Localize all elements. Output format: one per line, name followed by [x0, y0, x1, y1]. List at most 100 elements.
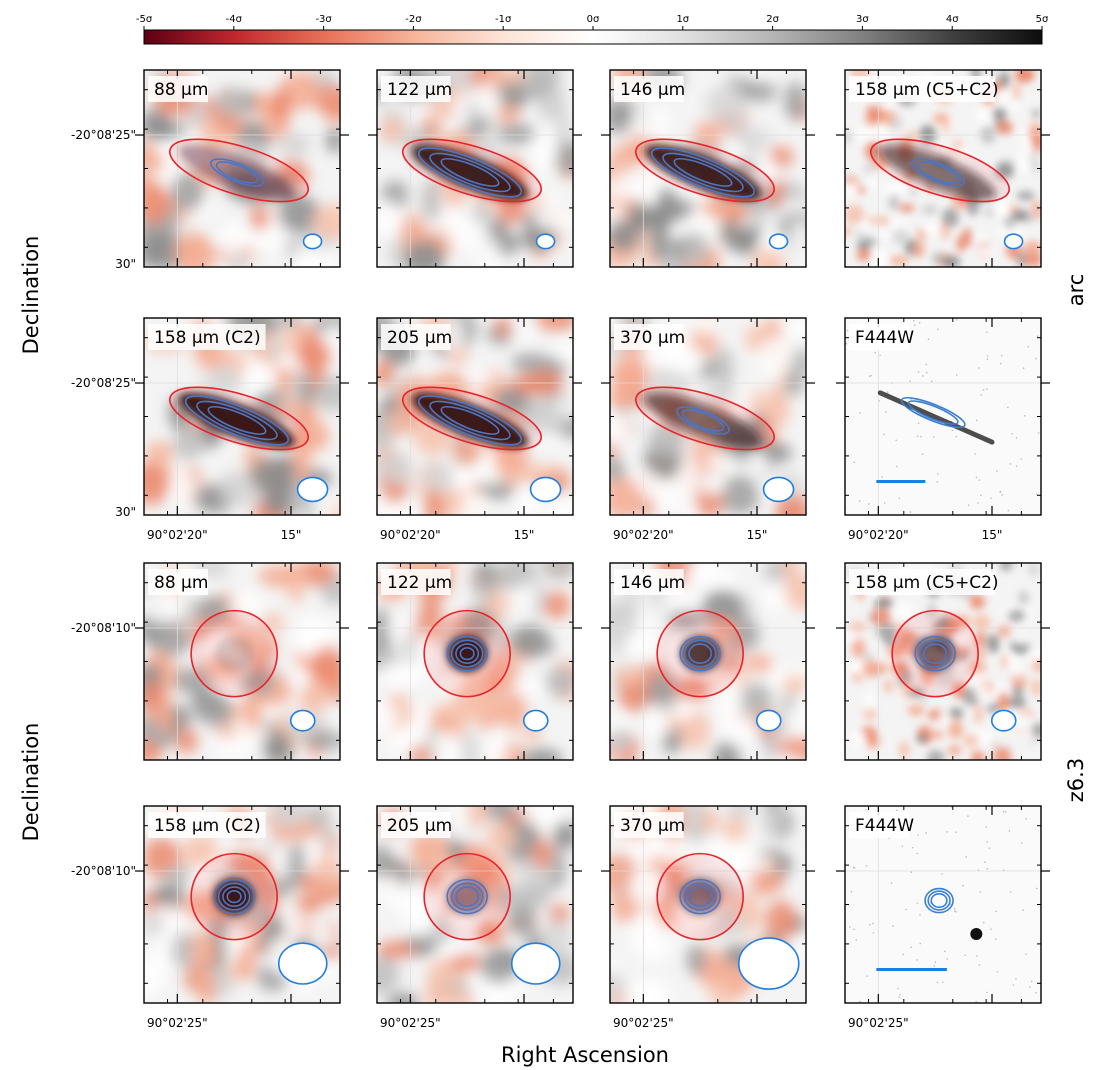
colorbar-tick-label: -5σ — [136, 14, 153, 25]
dec-tick-label: 30" — [115, 505, 136, 519]
aperture-ellipse — [168, 138, 310, 203]
dec-tick-label: -20°08'25" — [71, 128, 136, 142]
aperture-ellipse — [869, 138, 1011, 203]
beam-ellipse — [289, 709, 316, 732]
dec-tick-label: -20°08'10" — [71, 621, 136, 635]
dec-tick-label: 30" — [115, 257, 136, 271]
beam-ellipse — [522, 709, 549, 732]
panel-arc-0-1: 122 μm — [368, 69, 582, 268]
panel-label-bg — [381, 569, 451, 595]
panel-label-bg — [381, 812, 451, 838]
panel-label-bg — [381, 76, 451, 102]
contour-lines — [210, 158, 264, 187]
panel-label-bg — [849, 812, 909, 838]
row-group-label-arc: arc — [1064, 274, 1088, 307]
contour-lines — [679, 635, 721, 672]
panel-label-bg — [148, 324, 266, 350]
beam-ellipse — [296, 476, 329, 503]
emission-blob — [680, 635, 721, 672]
emission-blob — [680, 878, 721, 915]
emission-blob — [214, 878, 255, 915]
beam-ellipse — [510, 942, 561, 985]
ra-tick-label: 90°02'25" — [147, 1016, 208, 1030]
colorbar: -5σ -4σ -3σ -2σ -1σ 0σ 1σ 2σ 3σ 4σ 5σ — [136, 14, 1049, 45]
panel-z63-1-3: F444W — [836, 805, 1050, 1004]
emission-blob — [915, 635, 956, 672]
noise-field — [144, 70, 340, 267]
colorbar-tick-label: 2σ — [766, 14, 779, 25]
panel-arc-1-2: 370 μm — [601, 317, 815, 516]
aperture-circle — [190, 609, 278, 698]
dec-tick-label: -20°08'25" — [71, 376, 136, 390]
axis-ticks — [368, 70, 582, 267]
x-axis-title: Right Ascension — [501, 1043, 669, 1067]
panel-label: 205 μm — [387, 328, 452, 348]
panel-label: 158 μm (C5+C2) — [855, 80, 999, 100]
ra-tick-label: 90°02'20" — [848, 528, 909, 542]
axis-ticks — [836, 70, 1050, 267]
colorbar-tick-label: 0σ — [587, 14, 600, 25]
arc-streak — [877, 390, 995, 445]
panel-label-bg — [849, 324, 909, 350]
colorbar-tick-label: 5σ — [1036, 14, 1049, 25]
axis-ticks — [135, 563, 349, 760]
beam-ellipse — [990, 709, 1017, 732]
axis-ticks — [368, 806, 582, 1003]
y-axis-title-top: Declination — [19, 236, 43, 355]
panel-grid: 88 μm 122 μm 146 μm 158 μm (C5+C2) 158 μm (C… — [71, 69, 1050, 1030]
aperture-circle — [423, 609, 511, 698]
panel-label: 122 μm — [387, 80, 452, 100]
panel-label-bg — [614, 76, 684, 102]
colorbar-tick-label: 1σ — [676, 14, 689, 25]
axis-ticks — [601, 806, 815, 1003]
axis-ticks — [135, 318, 349, 515]
beam-ellipse — [762, 476, 795, 503]
panel-z63-0-1: 122 μm — [368, 562, 582, 761]
panel-label: F444W — [855, 816, 914, 836]
row-group-label-z63: z6.3 — [1064, 758, 1088, 802]
beam-ellipse — [768, 233, 789, 250]
emission-blob — [645, 392, 761, 448]
emission-blob — [179, 144, 295, 200]
panel-arc-1-3: F444W — [836, 317, 1050, 516]
panel-arc-0-3: 158 μm (C5+C2) — [836, 69, 1050, 268]
panel-label: 158 μm (C2) — [154, 816, 261, 836]
axis-ticks — [836, 318, 1050, 515]
emission-blob — [412, 144, 528, 200]
colorbar-strip — [143, 29, 1043, 45]
axis-ticks — [836, 563, 1050, 760]
colorbar-tick-label: -2σ — [405, 14, 422, 25]
emission-blob — [645, 144, 761, 200]
panel-label: 370 μm — [620, 328, 685, 348]
colorbar-tick-label: -4σ — [226, 14, 243, 25]
panel-label-bg — [148, 569, 208, 595]
contour-lines — [417, 395, 523, 446]
contour-lines — [679, 878, 721, 915]
ra-tick-label: 90°02'25" — [380, 1016, 441, 1030]
panel-label: 88 μm — [154, 573, 208, 593]
ra-tick-label: 90°02'20" — [147, 528, 208, 542]
aperture-ellipse — [634, 386, 776, 451]
beam-ellipse — [755, 709, 782, 732]
ra-tick-label: 90°02'20" — [613, 528, 674, 542]
aperture-circle — [190, 852, 278, 941]
image-speckle — [845, 319, 1041, 513]
emission-blob — [447, 635, 488, 672]
panel-label: 158 μm (C2) — [154, 328, 261, 348]
panel-label: 370 μm — [620, 816, 685, 836]
panel-label-bg — [849, 569, 996, 595]
beam-ellipse — [1003, 233, 1024, 250]
panel-label-bg — [148, 76, 208, 102]
point-source — [970, 928, 983, 941]
aperture-ellipse — [401, 138, 543, 203]
panel-label: 146 μm — [620, 80, 685, 100]
emission-blob — [447, 878, 488, 915]
beam-ellipse — [529, 476, 562, 503]
contour-lines — [914, 635, 956, 672]
beam-ellipse — [535, 233, 556, 250]
aperture-circle — [423, 852, 511, 941]
colorbar-tick-label: -1σ — [495, 14, 512, 25]
panel-label-bg — [849, 76, 996, 102]
aperture-circle — [656, 852, 744, 941]
